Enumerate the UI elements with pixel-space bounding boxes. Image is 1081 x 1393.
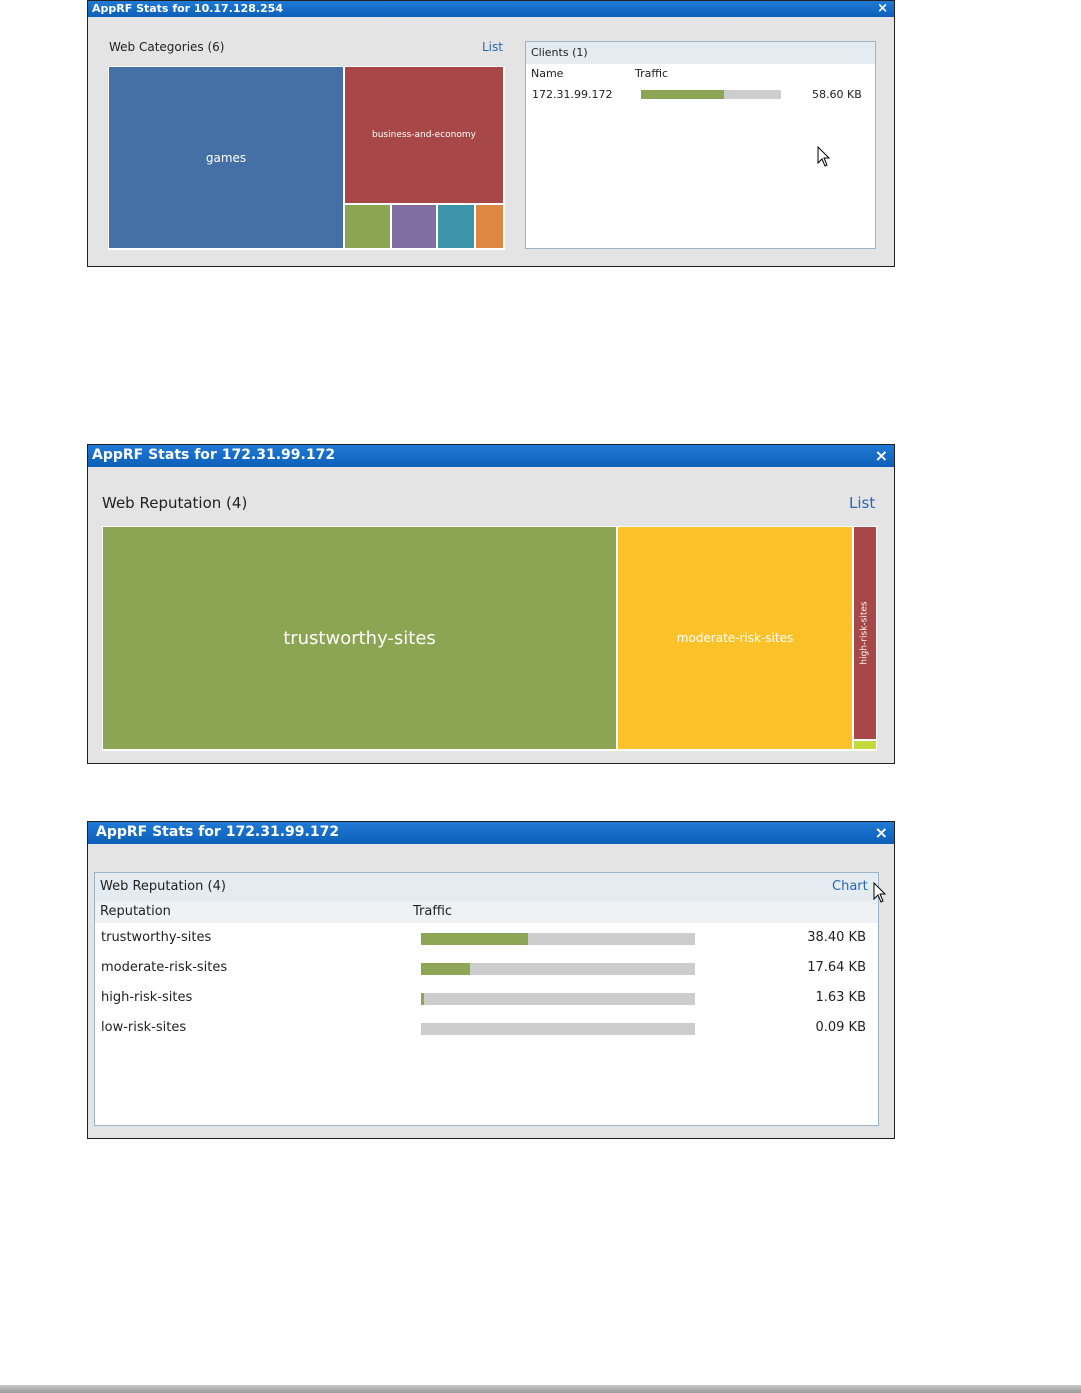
treemap-tile-trustworthy-sites[interactable]: trustworthy-sites — [102, 526, 617, 750]
treemap-tile-games[interactable]: games — [108, 66, 344, 249]
column-header-reputation[interactable]: Reputation — [100, 904, 171, 919]
list-link[interactable]: List — [849, 494, 876, 512]
apprf-stats-window-2: AppRF Stats for 172.31.99.172 × Web Repu… — [87, 444, 895, 764]
reputation-list-panel: Web Reputation (4) Chart Reputation Traf… — [94, 872, 879, 1126]
traffic-value: 58.60 KB — [812, 88, 862, 101]
panel-header: Web Reputation (4) Chart — [95, 873, 878, 901]
traffic-bar-fill — [421, 933, 528, 945]
reputation-row[interactable]: low-risk-sites 0.09 KB — [95, 1018, 878, 1040]
window-title-bar[interactable]: AppRF Stats for 172.31.99.172 × — [88, 822, 894, 844]
traffic-value: 38.40 KB — [807, 930, 866, 945]
close-icon[interactable]: × — [877, 1, 888, 16]
reputation-name: low-risk-sites — [101, 1020, 187, 1035]
column-header-traffic[interactable]: Traffic — [413, 904, 453, 919]
window-title: AppRF Stats for 172.31.99.172 — [92, 447, 336, 463]
traffic-value: 17.64 KB — [807, 960, 866, 975]
traffic-bar-fill — [421, 963, 471, 975]
apprf-stats-window-3: AppRF Stats for 172.31.99.172 × Web Repu… — [87, 821, 895, 1139]
treemap-tile-business-and-economy[interactable]: business-and-economy — [344, 66, 504, 204]
traffic-value: 0.09 KB — [815, 1020, 866, 1035]
page-footer-rule — [0, 1385, 1081, 1393]
list-link[interactable]: List — [482, 40, 503, 54]
clients-panel: Clients (1) Name Traffic 172.31.99.172 5… — [525, 41, 876, 249]
treemap-tile-moderate-risk-sites[interactable]: moderate-risk-sites — [617, 526, 853, 750]
tile-label: high-risk-sites — [860, 601, 871, 665]
window-title: AppRF Stats for 10.17.128.254 — [92, 2, 283, 15]
clients-title: Clients (1) — [531, 46, 588, 59]
treemap-tile-4[interactable] — [391, 204, 437, 249]
chart-link[interactable]: Chart — [832, 879, 868, 894]
tile-label: trustworthy-sites — [283, 627, 436, 649]
reputation-row[interactable]: trustworthy-sites 38.40 KB — [95, 928, 878, 950]
column-header-name[interactable]: Name — [531, 67, 564, 80]
section-title: Web Reputation (4) — [102, 494, 248, 512]
close-icon[interactable]: × — [874, 446, 888, 465]
section-title: Web Reputation (4) — [100, 879, 226, 894]
section-title: Web Categories (6) — [109, 40, 225, 54]
traffic-bar — [421, 933, 695, 945]
reputation-row[interactable]: high-risk-sites 1.63 KB — [95, 988, 878, 1010]
treemap-tile-3[interactable] — [344, 204, 391, 249]
column-header-traffic[interactable]: Traffic — [635, 67, 669, 80]
reputation-name: high-risk-sites — [101, 990, 193, 1005]
web-reputation-treemap: trustworthy-sites moderate-risk-sites hi… — [102, 526, 877, 751]
treemap-tile-5[interactable] — [437, 204, 475, 249]
window-title: AppRF Stats for 172.31.99.172 — [96, 824, 340, 840]
apprf-stats-window-1: AppRF Stats for 10.17.128.254 × Web Cate… — [87, 0, 895, 267]
tile-label: moderate-risk-sites — [676, 631, 794, 645]
tile-label: games — [205, 150, 247, 165]
client-row[interactable]: 172.31.99.172 58.60 KB — [526, 86, 875, 104]
traffic-bar — [421, 993, 695, 1005]
treemap-tile-high-risk-sites[interactable]: high-risk-sites — [853, 526, 877, 740]
client-name: 172.31.99.172 — [532, 88, 613, 101]
reputation-name: moderate-risk-sites — [101, 960, 228, 975]
window-title-bar[interactable]: AppRF Stats for 172.31.99.172 × — [88, 445, 894, 467]
window-title-bar[interactable]: AppRF Stats for 10.17.128.254 × — [88, 1, 894, 17]
traffic-bar — [641, 90, 781, 99]
reputation-name: trustworthy-sites — [101, 930, 212, 945]
traffic-value: 1.63 KB — [815, 990, 866, 1005]
traffic-bar-fill — [641, 90, 724, 99]
tile-label: business-and-economy — [372, 130, 476, 140]
traffic-bar — [421, 1023, 695, 1035]
treemap-tile-low-risk-sites[interactable] — [853, 740, 877, 750]
close-icon[interactable]: × — [874, 823, 888, 842]
traffic-bar-fill — [421, 993, 425, 1005]
clients-panel-header: Clients (1) — [526, 42, 875, 64]
mouse-cursor-icon — [873, 882, 887, 903]
traffic-bar — [421, 963, 695, 975]
reputation-row[interactable]: moderate-risk-sites 17.64 KB — [95, 958, 878, 980]
treemap-tile-6[interactable] — [475, 204, 504, 249]
mouse-cursor-icon — [817, 146, 831, 167]
web-categories-treemap: games business-and-economy — [108, 66, 505, 250]
column-header-row: Reputation Traffic — [95, 901, 878, 923]
